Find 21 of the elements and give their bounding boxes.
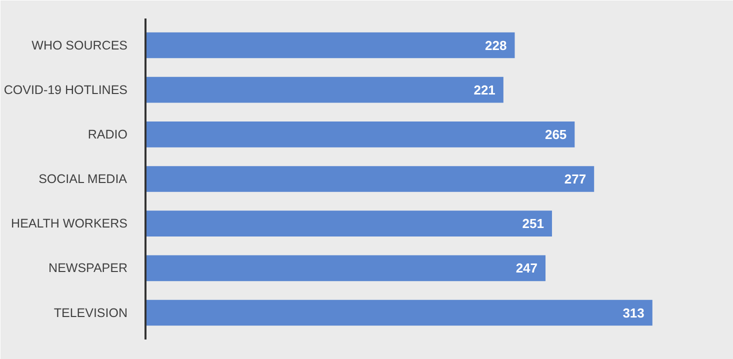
y-tick-label: RADIO bbox=[88, 127, 128, 142]
bar bbox=[146, 76, 504, 103]
y-tick-label: TELEVISION bbox=[54, 306, 128, 320]
bar bbox=[146, 300, 652, 326]
data-label: 313 bbox=[622, 305, 644, 320]
bar bbox=[146, 32, 515, 58]
bar bbox=[146, 166, 594, 192]
y-tick-label: WHO SOURCES bbox=[32, 38, 128, 52]
data-label: 265 bbox=[544, 126, 567, 142]
data-label: 228 bbox=[485, 38, 507, 53]
y-tick-label: NEWSPAPER bbox=[48, 261, 128, 276]
y-tick-label: HEALTH WORKERS bbox=[11, 216, 128, 231]
bar bbox=[146, 255, 546, 282]
data-label: 247 bbox=[516, 260, 538, 276]
data-label: 251 bbox=[522, 216, 544, 232]
bar bbox=[146, 210, 552, 237]
data-label: 277 bbox=[564, 172, 586, 186]
data-label: 221 bbox=[474, 82, 496, 98]
bar bbox=[146, 121, 575, 148]
y-tick-label: SOCIAL MEDIA bbox=[38, 172, 128, 186]
y-tick-label: COVID-19 HOTLINES bbox=[4, 82, 128, 97]
